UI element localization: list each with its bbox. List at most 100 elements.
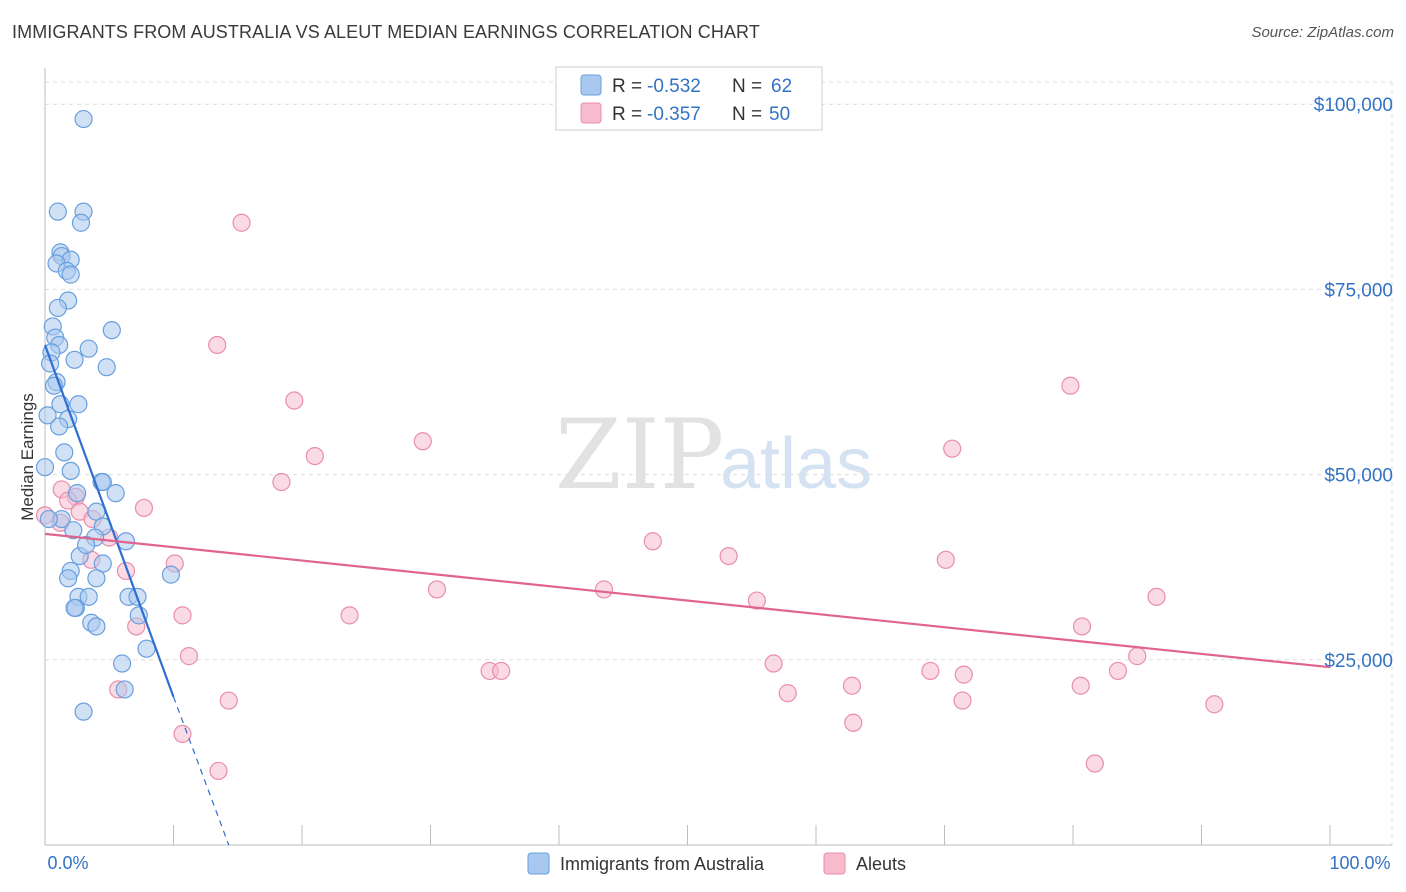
legend-n-value-blue: 62 — [771, 76, 792, 97]
y-tick-label: $75,000 — [1324, 280, 1393, 301]
pink-point — [305, 446, 324, 466]
pink-point — [173, 724, 192, 743]
blue-point — [161, 565, 181, 584]
blue-regression-extension — [172, 696, 230, 846]
blue-point — [77, 535, 96, 555]
pink-point — [1108, 661, 1128, 681]
blue-point — [112, 654, 132, 673]
blue-point — [74, 702, 93, 721]
blue-point — [61, 461, 80, 481]
blue-point — [97, 358, 116, 377]
pink-point — [1147, 587, 1166, 606]
blue-point — [79, 587, 98, 606]
legend-n-label-pink: N = — [732, 104, 762, 125]
pink-point — [764, 654, 783, 673]
y-tick-labels: $25,000 $50,000 $75,000 $100,000 — [1314, 95, 1393, 672]
blue-point — [68, 484, 87, 503]
legend-swatch-pink — [580, 102, 602, 124]
blue-point — [106, 484, 125, 503]
pink-point — [208, 335, 227, 355]
pink-point — [340, 606, 359, 625]
pink-point — [1205, 695, 1224, 714]
pink-point — [953, 691, 972, 710]
pink-point — [719, 546, 738, 566]
blue-point — [137, 639, 156, 658]
pink-point — [1071, 676, 1090, 695]
series-swatch-pink — [823, 852, 846, 875]
x-tick-label: 0.0% — [47, 853, 88, 873]
blue-point — [61, 265, 80, 284]
blue-point — [74, 109, 93, 129]
pink-point — [173, 606, 192, 625]
blue-point — [48, 202, 67, 221]
x-tick-labels: 0.0% 100.0% — [47, 853, 1390, 873]
blue-point — [50, 417, 69, 436]
series-legend: Immigrants from Australia Aleuts — [527, 852, 906, 875]
legend-r-label-pink: R = — [612, 104, 642, 125]
blue-point — [55, 443, 74, 462]
pink-point — [1128, 647, 1147, 666]
blue-point — [87, 617, 106, 636]
pink-regression-line — [44, 532, 1331, 669]
y-tick-label: $50,000 — [1324, 466, 1393, 487]
pink-point — [219, 691, 238, 710]
blue-point — [115, 680, 134, 699]
legend-r-value-pink: -0.357 — [647, 104, 701, 125]
pink-point — [943, 439, 962, 458]
regression-lines — [43, 344, 1331, 846]
blue-point — [65, 598, 84, 618]
pink-point — [232, 213, 251, 232]
blue-point — [87, 569, 106, 588]
series-swatch-blue — [527, 852, 550, 875]
stats-legend: R = -0.532 N = 62 R = -0.357 N = 50 — [555, 66, 823, 131]
legend-n-value-pink: 50 — [769, 104, 790, 125]
blue-point — [48, 298, 67, 318]
watermark-atlas: atlas — [720, 424, 872, 504]
pink-point — [492, 661, 511, 681]
blue-point — [64, 521, 83, 540]
legend-r-label-blue: R = — [612, 76, 642, 97]
pink-point — [134, 498, 154, 518]
axes — [44, 68, 1392, 846]
x-tick-label: 100.0% — [1329, 853, 1390, 873]
blue-point — [39, 509, 58, 529]
pink-point — [272, 472, 291, 492]
pink-point — [594, 580, 614, 599]
pink-point — [844, 713, 863, 732]
y-tick-label: $100,000 — [1314, 95, 1393, 116]
pink-point — [209, 761, 228, 781]
legend-n-label-blue: N = — [732, 76, 762, 97]
pink-point — [747, 591, 766, 610]
pink-point — [413, 432, 432, 451]
y-tick-label: $25,000 — [1324, 651, 1393, 672]
pink-point — [285, 391, 304, 410]
blue-point — [38, 406, 57, 425]
blue-point — [69, 395, 88, 414]
blue-point — [71, 213, 91, 232]
pink-point — [936, 550, 955, 569]
pink-point — [643, 532, 662, 551]
pink-point — [842, 676, 862, 695]
legend-r-value-blue: -0.532 — [647, 76, 701, 97]
pink-point — [778, 684, 797, 703]
blue-point — [102, 321, 121, 340]
pink-point — [1072, 617, 1092, 636]
pink-point — [1085, 754, 1104, 773]
blue-point — [35, 458, 55, 477]
source-credit: Source: ZipAtlas.com — [1251, 24, 1394, 41]
blue-point — [59, 569, 78, 588]
blue-point — [79, 339, 98, 358]
legend-swatch-blue — [580, 74, 602, 96]
watermark-zip: ZIP — [555, 399, 724, 511]
data-points — [35, 109, 1224, 781]
pink-point — [921, 661, 940, 681]
pink-point — [1061, 376, 1080, 395]
blue-regression-line — [43, 344, 175, 698]
pink-point — [179, 647, 199, 666]
blue-point — [65, 350, 84, 369]
pink-point — [427, 580, 447, 599]
pink-point — [954, 665, 973, 684]
series-label-pink: Aleuts — [856, 854, 906, 874]
series-label-blue: Immigrants from Australia — [560, 854, 765, 874]
